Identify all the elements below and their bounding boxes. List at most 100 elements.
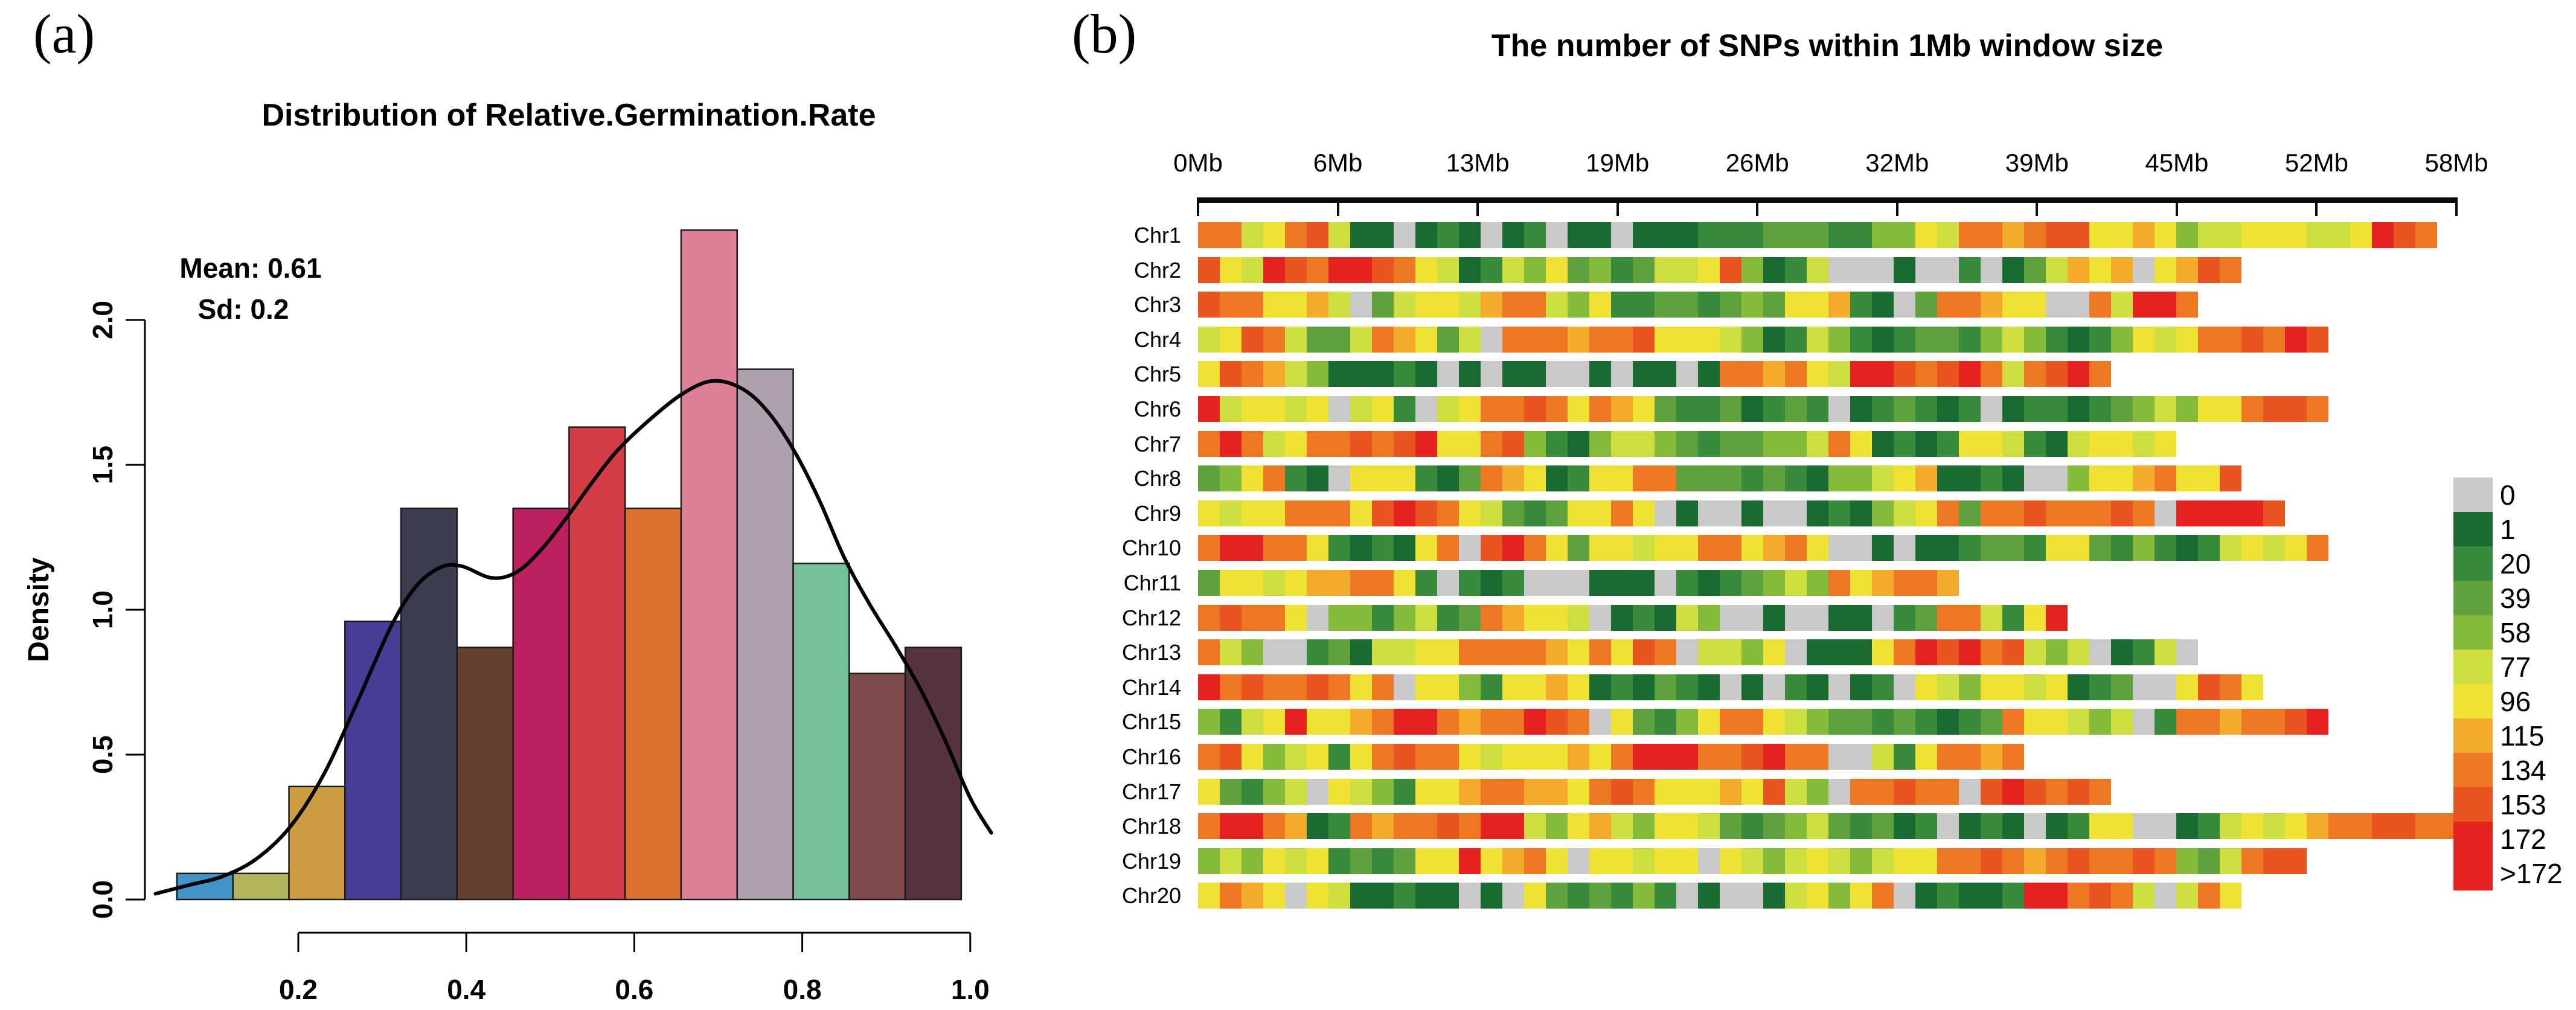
snp-window-cell xyxy=(1741,744,1763,770)
mean-annotation: Mean: 0.61 xyxy=(179,252,321,284)
snp-window-cell xyxy=(1524,430,1546,457)
snp-window-cell xyxy=(2046,257,2068,283)
snp-window-cell xyxy=(1872,465,1894,492)
snp-window-cell xyxy=(1524,326,1546,353)
snp-window-cell xyxy=(1415,778,1437,805)
legend-label: 172 xyxy=(2500,823,2546,855)
snp-window-cell xyxy=(1959,604,1981,631)
snp-window-cell xyxy=(1698,744,1720,770)
snp-window-cell xyxy=(1481,292,1502,318)
snp-window-cell xyxy=(2198,535,2220,561)
snp-window-cell xyxy=(1720,813,1741,840)
mb-tick-label: 58Mb xyxy=(2424,149,2488,177)
snp-window-cell xyxy=(1676,604,1698,631)
chromosome-heatmap-bar xyxy=(1198,883,2241,909)
snp-window-cell xyxy=(1741,674,1763,700)
snp-window-cell xyxy=(2111,465,2133,492)
snp-window-cell xyxy=(1198,535,1220,561)
snp-window-cell xyxy=(1676,570,1698,596)
snp-window-cell xyxy=(2111,674,2133,700)
snp-window-cell xyxy=(2002,709,2024,735)
snp-window-cell xyxy=(1502,813,1524,840)
snp-window-cell xyxy=(2089,639,2111,666)
snp-window-cell xyxy=(1394,535,1415,561)
snp-window-cell xyxy=(2263,535,2285,561)
snp-window-cell xyxy=(1807,535,1828,561)
snp-window-cell xyxy=(1328,326,1350,353)
snp-window-cell xyxy=(2307,396,2328,422)
snp-window-cell xyxy=(1502,570,1524,596)
snp-window-cell xyxy=(1220,465,1242,492)
snp-window-cell xyxy=(1981,535,2002,561)
snp-window-cell xyxy=(1959,396,1981,422)
snp-window-cell xyxy=(1828,639,1850,666)
snp-window-cell xyxy=(1633,500,1655,526)
snp-window-cell xyxy=(1437,292,1459,318)
snp-window-cell xyxy=(2046,535,2068,561)
x-axis: 0.2 0.4 0.6 0.8 1.0 xyxy=(279,932,990,1005)
snp-window-cell xyxy=(2089,292,2111,318)
snp-window-cell xyxy=(1698,326,1720,353)
snp-window-cell xyxy=(1242,570,1263,596)
snp-window-cell xyxy=(1741,883,1763,909)
mb-axis-tick xyxy=(1336,200,1339,216)
snp-window-cell xyxy=(1720,639,1741,666)
snp-window-cell xyxy=(1633,848,1655,874)
snp-window-cell xyxy=(1959,326,1981,353)
snp-window-cell xyxy=(1415,570,1437,596)
snp-window-cell xyxy=(2046,778,2068,805)
mb-tick-label: 19Mb xyxy=(1586,149,1650,177)
snp-window-cell xyxy=(1437,396,1459,422)
snp-window-cell xyxy=(2133,883,2155,909)
mb-axis-tick xyxy=(2175,200,2178,216)
snp-window-cell xyxy=(1307,535,1328,561)
x-tick-label: 0.6 xyxy=(615,974,653,1005)
snp-window-cell xyxy=(1459,639,1481,666)
snp-window-cell xyxy=(1981,813,2002,840)
snp-window-cell xyxy=(1481,326,1502,353)
snp-window-cell xyxy=(1611,535,1633,561)
snp-window-cell xyxy=(2133,257,2155,283)
snp-window-cell xyxy=(1611,813,1633,840)
snp-window-cell xyxy=(1328,848,1350,874)
snp-window-cell xyxy=(1655,639,1676,666)
snp-window-cell xyxy=(2285,326,2307,353)
snp-window-cell xyxy=(1415,500,1437,526)
legend-swatch xyxy=(2453,512,2493,546)
snp-window-cell xyxy=(2089,535,2111,561)
snp-window-cell xyxy=(1328,222,1350,248)
snp-window-cell xyxy=(1763,813,1785,840)
snp-window-cell xyxy=(2263,396,2285,422)
snp-window-cell xyxy=(2394,813,2415,840)
snp-window-cell xyxy=(1828,361,1850,388)
snp-window-cell xyxy=(1263,709,1285,735)
snp-window-cell xyxy=(1633,604,1655,631)
snp-window-cell xyxy=(1568,257,1589,283)
snp-window-cell xyxy=(1915,535,1937,561)
snp-window-cell xyxy=(1415,396,1437,422)
snp-window-cell xyxy=(2002,396,2024,422)
snp-window-cell xyxy=(1285,257,1307,283)
snp-window-cell xyxy=(2220,709,2241,735)
snp-window-cell xyxy=(2241,848,2263,874)
snp-window-cell xyxy=(1502,292,1524,318)
snp-window-cell xyxy=(1785,709,1807,735)
snp-window-cell xyxy=(1220,430,1242,457)
snp-window-cell xyxy=(1676,361,1698,388)
snp-window-cell xyxy=(1568,639,1589,666)
snp-window-cell xyxy=(2133,535,2155,561)
snp-window-cell xyxy=(1285,361,1307,388)
snp-window-cell xyxy=(1611,570,1633,596)
snp-window-cell xyxy=(1285,570,1307,596)
snp-window-cell xyxy=(1437,222,1459,248)
snp-window-cell xyxy=(1502,535,1524,561)
snp-window-cell xyxy=(1394,848,1415,874)
snp-window-cell xyxy=(1763,292,1785,318)
legend-label: 58 xyxy=(2500,616,2531,648)
snp-window-cell xyxy=(1763,465,1785,492)
snp-window-cell xyxy=(1676,535,1698,561)
snp-window-cell xyxy=(1415,326,1437,353)
snp-window-cell xyxy=(1741,257,1763,283)
snp-window-cell xyxy=(1198,883,1220,909)
snp-window-cell xyxy=(1698,709,1720,735)
